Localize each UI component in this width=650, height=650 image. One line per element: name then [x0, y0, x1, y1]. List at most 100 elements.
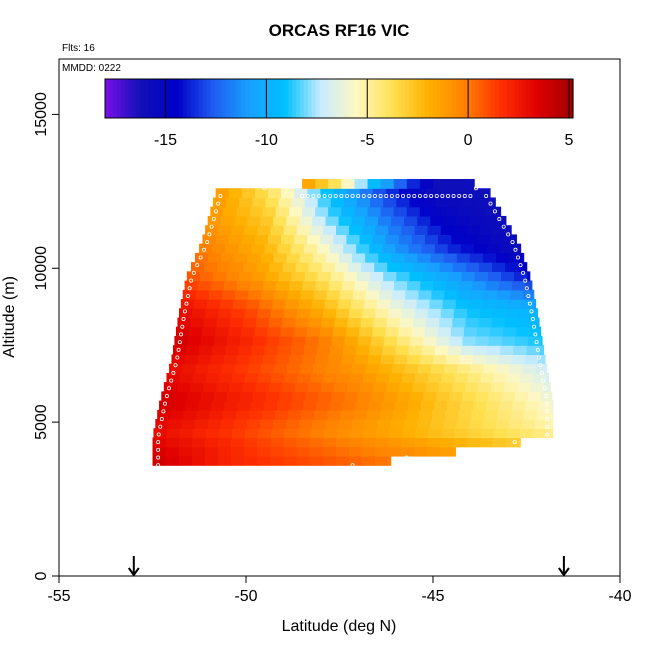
sample-marker	[527, 301, 532, 306]
heatmap-cell	[195, 363, 209, 374]
heatmap-cell	[255, 382, 270, 392]
heatmap-cell	[225, 243, 239, 254]
sample-marker	[395, 193, 400, 198]
heatmap-cell	[407, 280, 421, 291]
heatmap-cell	[426, 317, 440, 328]
heatmap-cell	[467, 372, 482, 383]
colorbar-segment	[557, 79, 562, 118]
heatmap-cell	[433, 354, 447, 365]
sample-markers	[156, 186, 550, 468]
colorbar-segment	[245, 79, 250, 118]
heatmap-cell	[172, 400, 186, 411]
colorbar-segment	[534, 79, 539, 118]
heatmap-cell	[244, 455, 258, 466]
colorbar-segment	[249, 79, 254, 118]
sample-marker	[529, 309, 534, 314]
heatmap-cell	[441, 428, 456, 439]
heatmap-cell	[198, 400, 213, 411]
heatmap-cell	[236, 280, 251, 291]
heatmap-cell	[482, 419, 497, 429]
heatmap-cell	[354, 206, 369, 217]
heatmap-cell	[461, 271, 476, 282]
colorbar-segment	[241, 79, 246, 118]
colorbar-segment	[467, 79, 473, 118]
heatmap-cell	[477, 188, 491, 199]
heatmap-cell	[421, 243, 436, 254]
heatmap-cell	[539, 345, 545, 356]
heatmap-cell	[372, 326, 386, 337]
colorbar-segment	[194, 79, 200, 118]
heatmap-cell	[472, 280, 487, 291]
heatmap-cell	[330, 197, 345, 208]
heatmap-cell	[446, 179, 460, 189]
heatmap-cell	[430, 363, 445, 374]
heatmap-cell	[533, 428, 547, 439]
heatmap-cell	[427, 446, 442, 457]
heatmap-cell	[420, 354, 434, 365]
heatmap-cell	[338, 419, 353, 429]
heatmap-cell	[464, 188, 479, 199]
colorbar-segment	[327, 79, 332, 118]
heatmap-cell	[191, 455, 206, 466]
heatmap-cell	[496, 252, 510, 263]
heatmap-cell	[235, 289, 249, 300]
sample-marker	[176, 347, 181, 352]
heatmap-cell	[427, 225, 442, 236]
heatmap-cell	[296, 446, 311, 457]
heatmap-cell	[270, 455, 284, 466]
heatmap-cell	[367, 280, 382, 291]
heatmap-cell	[204, 455, 219, 466]
sample-marker	[367, 193, 372, 198]
heatmap-cell	[381, 400, 396, 411]
colorbar-segment	[448, 79, 453, 118]
heatmap-cell	[504, 317, 519, 328]
heatmap-cell	[246, 299, 260, 309]
heatmap-cell	[231, 428, 246, 439]
sample-marker	[468, 193, 473, 198]
heatmap-cell	[297, 372, 312, 383]
heatmap-cell	[347, 382, 361, 392]
sample-marker	[156, 447, 161, 452]
heatmap-cell	[383, 271, 397, 282]
colorbar-segment	[518, 79, 523, 118]
heatmap-cell	[356, 243, 370, 254]
colorbar-segment	[147, 79, 153, 118]
heatmap-cell	[339, 289, 354, 300]
heatmap-cell	[186, 345, 200, 356]
heatmap-cell	[361, 446, 376, 457]
heatmap-cell	[344, 391, 359, 402]
heatmap-cell	[291, 197, 306, 208]
heatmap-cell	[442, 299, 457, 309]
heatmap-cell	[385, 326, 400, 337]
heatmap-cell	[426, 262, 441, 272]
heatmap-cell	[517, 317, 532, 328]
heatmap-cell	[207, 419, 222, 429]
heatmap-cell	[443, 252, 458, 263]
colorbar-segment	[545, 79, 551, 118]
heatmap-cell	[375, 437, 389, 448]
heatmap-cell	[365, 252, 379, 263]
heatmap-cell	[336, 308, 350, 319]
heatmap-cell	[298, 299, 313, 309]
arrow-marker-head	[558, 567, 570, 577]
sample-marker	[373, 193, 378, 198]
heatmap-cell	[456, 419, 471, 429]
colorbar-segment	[264, 79, 270, 118]
heatmap-cell	[469, 419, 484, 429]
heatmap-cell	[349, 225, 363, 236]
heatmap-cell	[341, 179, 356, 189]
heatmap-cell	[509, 289, 524, 300]
heatmap-cell	[483, 289, 498, 300]
sample-marker	[440, 193, 445, 198]
sample-marker	[344, 193, 349, 198]
colorbar-segment	[292, 79, 297, 118]
heatmap-cell	[217, 455, 232, 466]
colorbar-segment	[459, 79, 465, 118]
heatmap-cell	[517, 382, 531, 392]
heatmap-cell	[540, 391, 553, 402]
heatmap-cell	[318, 335, 333, 346]
sample-marker	[545, 409, 550, 414]
heatmap-cell	[200, 391, 215, 402]
heatmap-cell	[316, 345, 331, 356]
heatmap-cell	[474, 197, 489, 208]
